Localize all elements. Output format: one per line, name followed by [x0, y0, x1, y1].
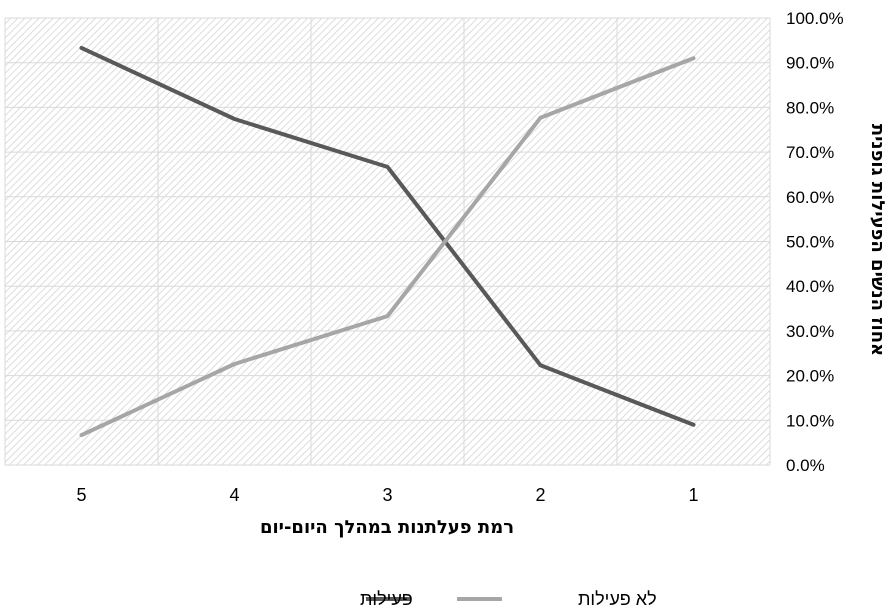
y-tick-label: 70.0% [786, 143, 834, 162]
y-tick-label: 50.0% [786, 233, 834, 252]
y-tick-label: 40.0% [786, 277, 834, 296]
y-tick-label: 10.0% [786, 411, 834, 430]
y-tick-label: 0.0% [786, 456, 825, 475]
y-tick-label: 100.0% [786, 9, 844, 28]
x-tick-label: 5 [76, 485, 86, 505]
x-tick-label: 4 [229, 485, 239, 505]
y-axis-title: אחוז הנשים הפעילות גופנית [867, 124, 888, 356]
series-line-0 [79, 45, 696, 427]
y-axis-ticks: 0.0% 10.0% 20.0% 30.0% 40.0% 50.0% 60.0% 70.0% 8… [786, 9, 844, 475]
x-tick-label: 1 [688, 485, 698, 505]
y-tick-label: 90.0% [786, 54, 834, 73]
legend-label-inactive: לא פעילות [578, 589, 657, 607]
y-tick-label: 30.0% [786, 322, 834, 341]
series-lines [79, 45, 696, 438]
x-tick-label: 2 [535, 485, 545, 505]
y-tick-label: 80.0% [786, 98, 834, 117]
y-tick-label: 20.0% [786, 367, 834, 386]
legend: פעילות לא פעילות [360, 589, 657, 607]
x-tick-label: 3 [382, 485, 392, 505]
x-axis-ticks: 5 4 3 2 1 [76, 485, 698, 505]
x-axis-title: רמת פעלתנות במהלך היום-יום [260, 517, 514, 538]
legend-label-active: פעילות [360, 589, 413, 607]
series-line-1 [79, 56, 696, 438]
y-tick-label: 60.0% [786, 188, 834, 207]
gridlines [4, 17, 771, 466]
